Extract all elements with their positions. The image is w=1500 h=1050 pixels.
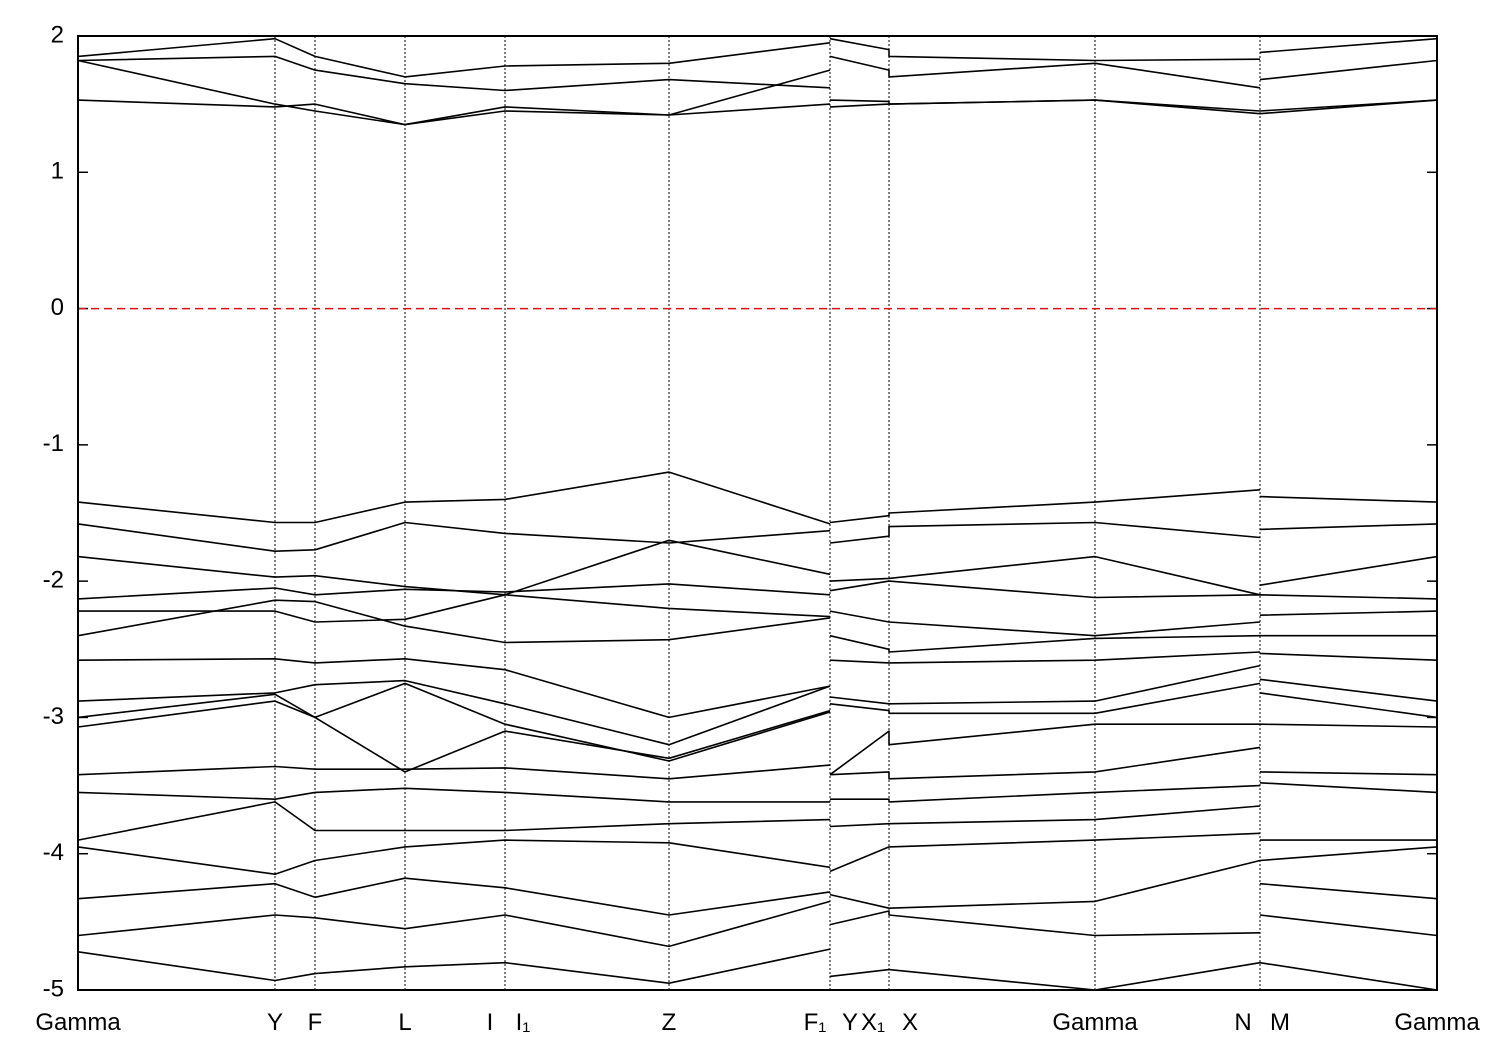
- y-tick-label: -2: [43, 566, 64, 593]
- plot-frame: [77, 35, 1438, 991]
- band: [78, 594, 1438, 637]
- band: [77, 59, 1438, 126]
- band: [77, 682, 1438, 762]
- band: [77, 782, 1438, 803]
- band: [77, 801, 1437, 841]
- band: [77, 471, 1438, 525]
- x-tick-label: M: [1270, 1009, 1290, 1036]
- band: [77, 859, 1438, 916]
- band: [77, 580, 1438, 600]
- y-tick-label: -1: [43, 430, 64, 457]
- band: [77, 539, 1438, 596]
- k-point-dividers: [274, 36, 1261, 990]
- y-tick-label: 1: [51, 158, 64, 185]
- x-tick-label: F: [308, 1009, 323, 1036]
- band: [77, 832, 1438, 875]
- band: [77, 700, 1438, 776]
- x-tick-label: F₁: [804, 1009, 827, 1036]
- x-tick-label: L: [398, 1009, 411, 1036]
- band: [77, 599, 1437, 653]
- band: [77, 37, 1438, 78]
- x-tick-label: I₁: [516, 1009, 531, 1036]
- x-tick-label: Z: [662, 1009, 677, 1036]
- x-tick-label: I: [487, 1009, 494, 1036]
- x-tick-label: Y: [842, 1009, 858, 1036]
- y-tick-label: -5: [43, 975, 64, 1002]
- x-tick-label: X: [902, 1009, 918, 1036]
- x-tick-label: Gamma: [1052, 1009, 1138, 1036]
- y-tick-label: 0: [51, 294, 64, 321]
- band: [77, 664, 1438, 746]
- band: [77, 948, 1438, 991]
- band: [77, 55, 1438, 92]
- band: [77, 746, 1438, 780]
- band: [77, 900, 1438, 948]
- y-tick-label: -4: [43, 839, 64, 866]
- y-tick-label: 2: [51, 21, 64, 48]
- x-tick-label: Gamma: [1394, 1009, 1480, 1036]
- band: [77, 521, 1438, 552]
- x-tick-label: Gamma: [35, 1009, 121, 1036]
- x-tick-label: Y: [267, 1009, 283, 1036]
- x-tick-label: N: [1234, 1009, 1251, 1036]
- band: [77, 99, 1438, 126]
- x-tick-label: X₁: [861, 1009, 885, 1036]
- y-tick-label: -3: [43, 703, 64, 730]
- band: [77, 651, 1438, 719]
